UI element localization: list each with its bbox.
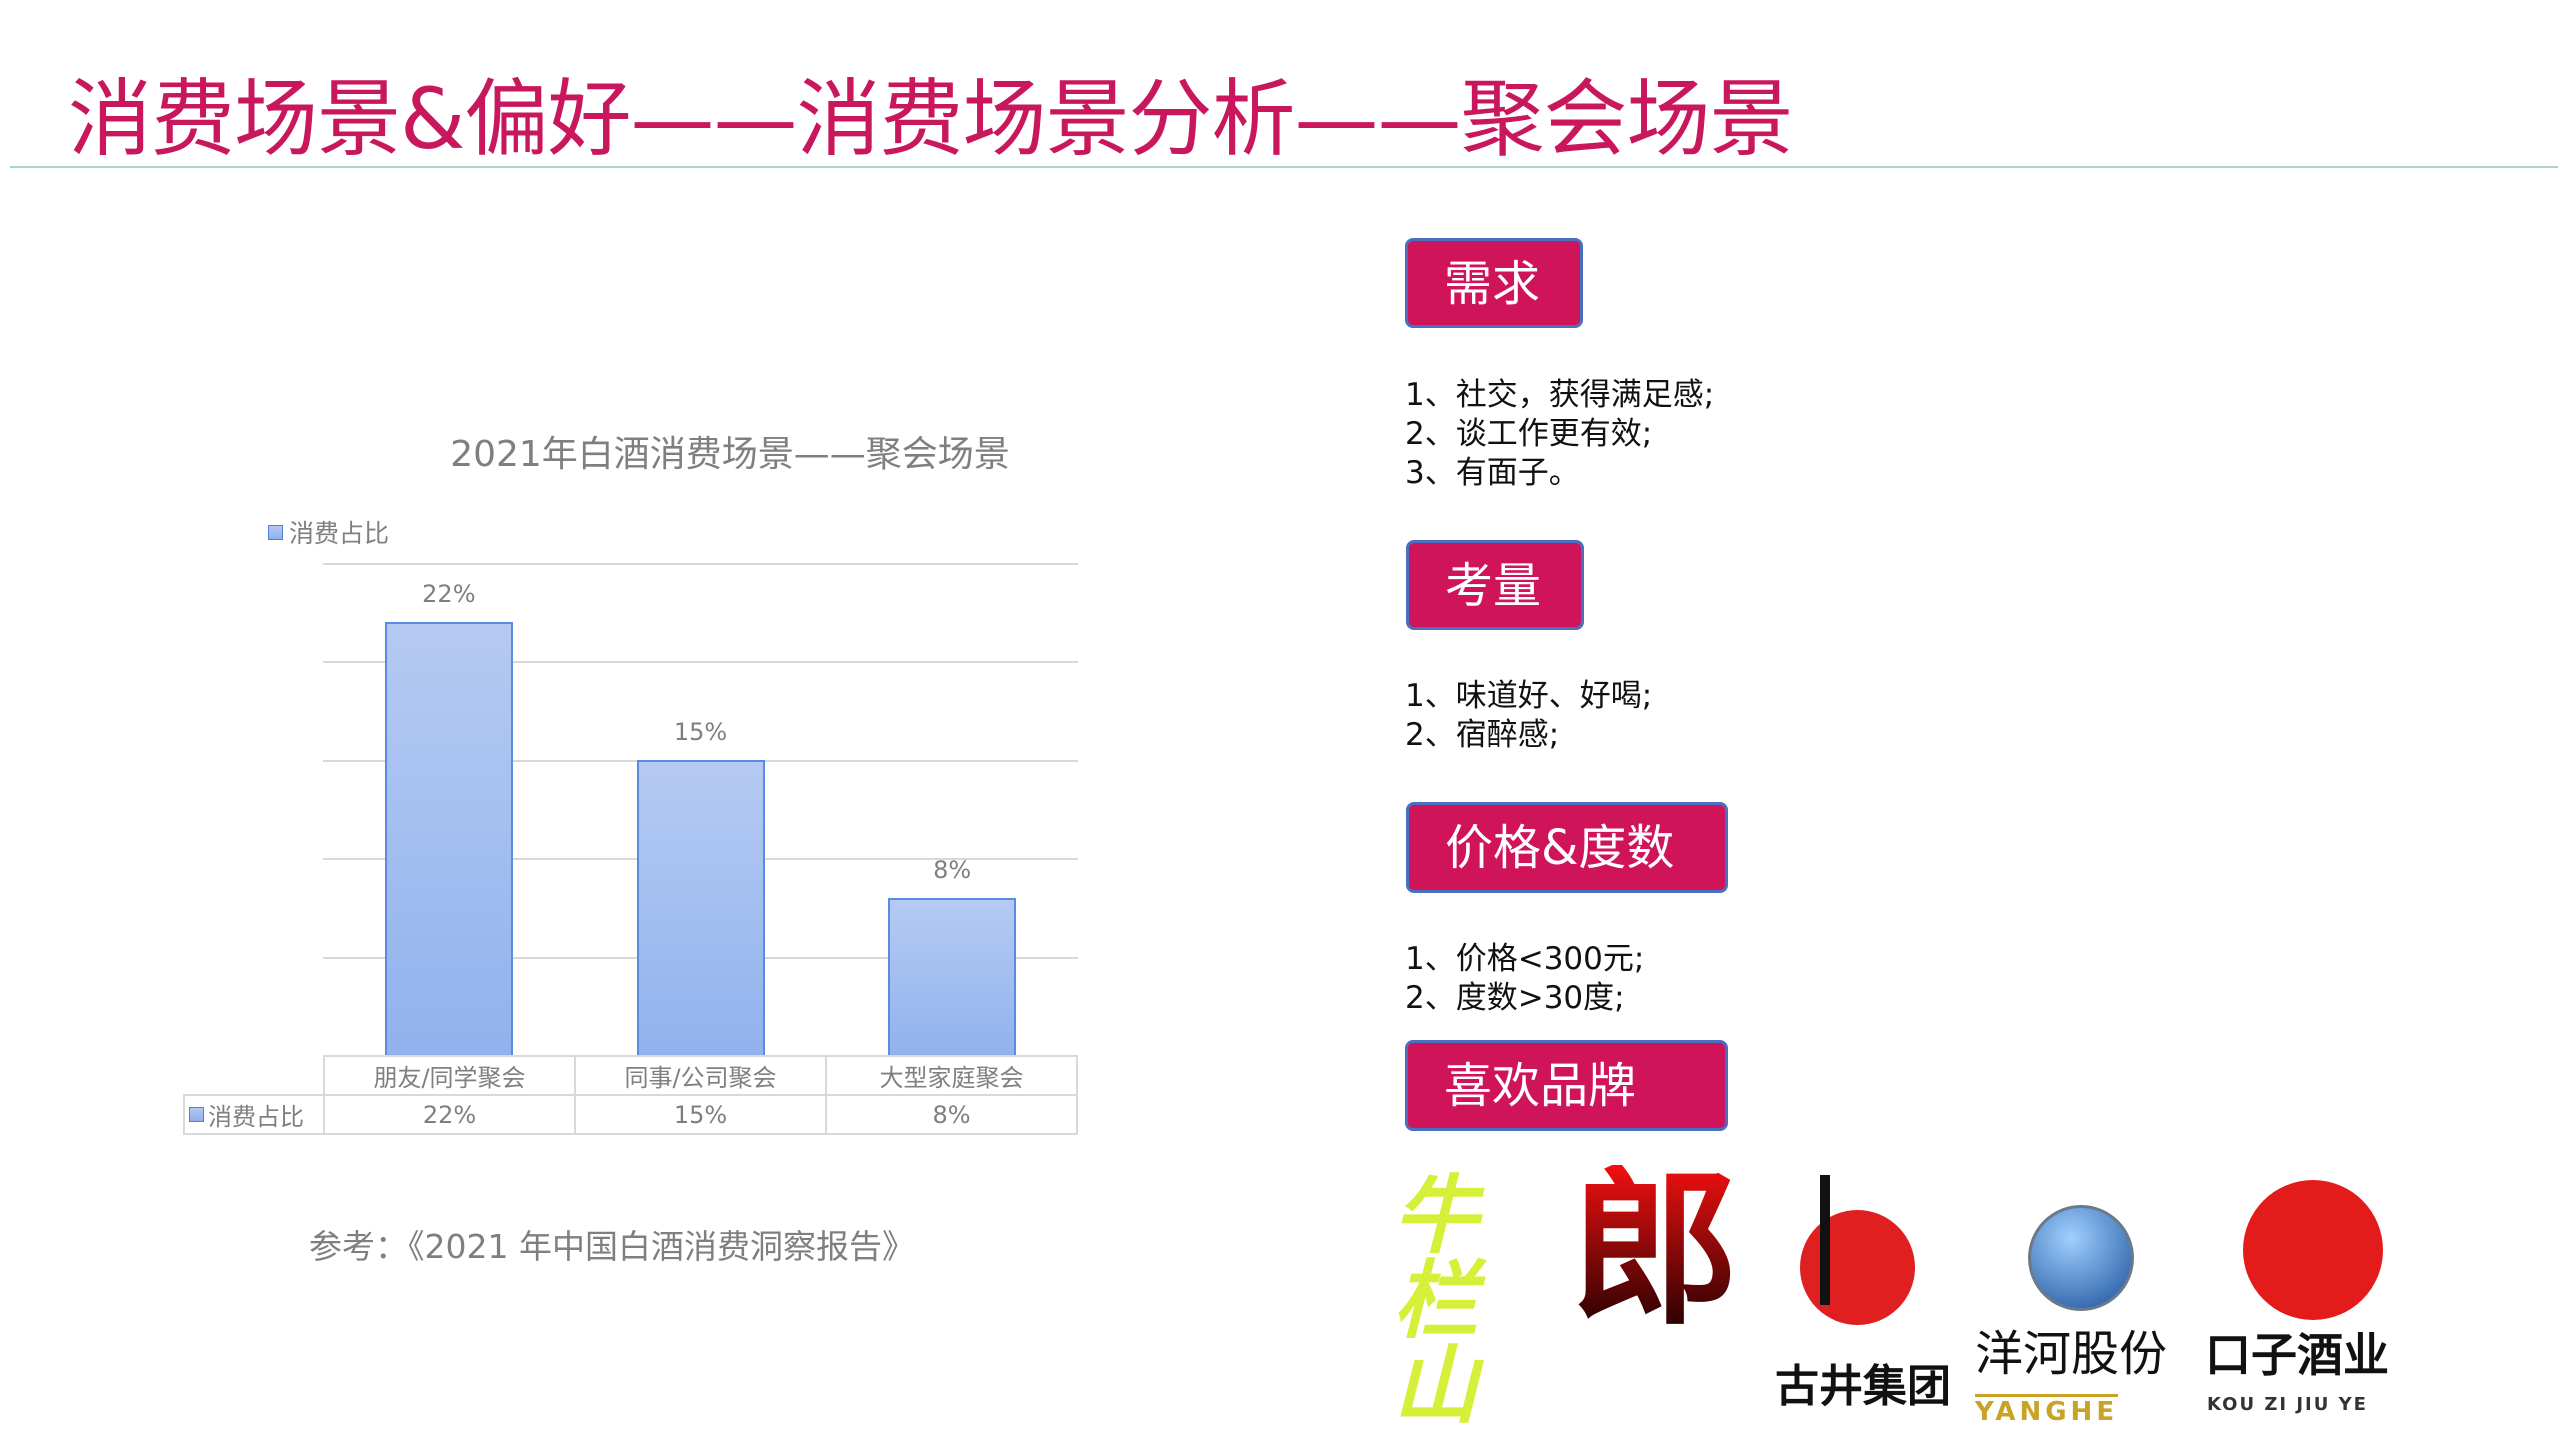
legend-swatch	[268, 524, 283, 540]
list-item: 1、社交，获得满足感;	[1405, 377, 1715, 413]
yanghe-emblem-icon	[2028, 1205, 2134, 1311]
langjiu-logo: 郎	[1570, 1151, 1741, 1349]
gujing-mark-icon	[1820, 1175, 1830, 1305]
yanghe-logo-text: 洋河股份	[1975, 1326, 2168, 1382]
badge-favorite-brands: 喜欢品牌	[1405, 1040, 1728, 1131]
title-divider	[10, 166, 2558, 168]
legend-swatch	[189, 1107, 204, 1122]
price-degree-list: 1、价格<300元; 2、度数>30度;	[1405, 940, 1644, 1018]
category-label: 大型家庭聚会	[825, 1055, 1078, 1096]
badge-price-degree: 价格&度数	[1406, 802, 1728, 893]
list-item: 1、味道好、好喝;	[1405, 678, 1653, 714]
category-label: 朋友/同学聚会	[323, 1055, 576, 1096]
gujing-circle-icon	[1800, 1210, 1915, 1325]
kouzi-emblem-icon	[2243, 1180, 2383, 1320]
chart-plot: 22% 15% 8%	[323, 563, 1078, 1055]
list-item: 2、宿醉感;	[1405, 717, 1560, 753]
reference-note: 参考：《2021 年中国白酒消费洞察报告》	[309, 1227, 915, 1266]
demand-list: 1、社交，获得满足感; 2、谈工作更有效; 3、有面子。	[1405, 376, 1714, 493]
table-value: 22%	[323, 1094, 576, 1135]
kouzi-logo-text: 口子酒业	[2205, 1328, 2389, 1382]
table-value: 8%	[825, 1094, 1078, 1135]
kouzi-logo-en: KOU ZI JIU YE	[2207, 1394, 2368, 1415]
yanghe-logo-en: YANGHE	[1975, 1394, 2119, 1425]
bar	[636, 759, 765, 1055]
table-value: 15%	[574, 1094, 827, 1135]
considerations-list: 1、味道好、好喝; 2、宿醉感;	[1405, 677, 1652, 755]
table-series-label: 消费占比	[208, 1103, 304, 1131]
chart-legend: 消费占比	[268, 514, 389, 550]
data-label: 22%	[422, 580, 476, 609]
data-label: 15%	[673, 717, 728, 746]
data-label: 8%	[933, 855, 972, 884]
chart-data-table: 朋友/同学聚会 同事/公司聚会 大型家庭聚会 消费占比 22% 15% 8%	[183, 1055, 1078, 1135]
legend-label: 消费占比	[289, 519, 390, 548]
niulanshan-logo: 牛栏山	[1378, 1170, 1477, 1425]
bar	[384, 622, 513, 1055]
gridline	[323, 661, 1078, 664]
badge-considerations: 考量	[1406, 540, 1584, 630]
list-item: 2、度数>30度;	[1405, 980, 1625, 1016]
list-item: 1、价格<300元;	[1405, 941, 1645, 977]
category-label: 同事/公司聚会	[574, 1055, 827, 1096]
chart-title: 2021年白酒消费场景——聚会场景	[450, 434, 1010, 475]
bar	[888, 897, 1017, 1055]
page-title: 消费场景&偏好——消费场景分析——聚会场景	[68, 70, 1794, 168]
badge-demand: 需求	[1405, 238, 1583, 328]
gridline	[323, 563, 1078, 565]
gujing-logo-text: 古井集团	[1775, 1361, 1951, 1412]
list-item: 3、有面子。	[1405, 455, 1580, 491]
list-item: 2、谈工作更有效;	[1405, 416, 1653, 452]
